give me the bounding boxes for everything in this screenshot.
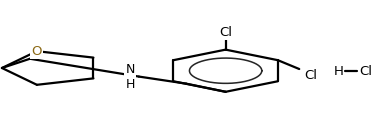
Text: N
H: N H	[126, 63, 135, 91]
Text: Cl: Cl	[359, 65, 372, 78]
Text: Cl: Cl	[305, 69, 317, 82]
Text: O: O	[32, 45, 42, 58]
Text: H: H	[333, 65, 343, 78]
Text: Cl: Cl	[219, 26, 232, 39]
